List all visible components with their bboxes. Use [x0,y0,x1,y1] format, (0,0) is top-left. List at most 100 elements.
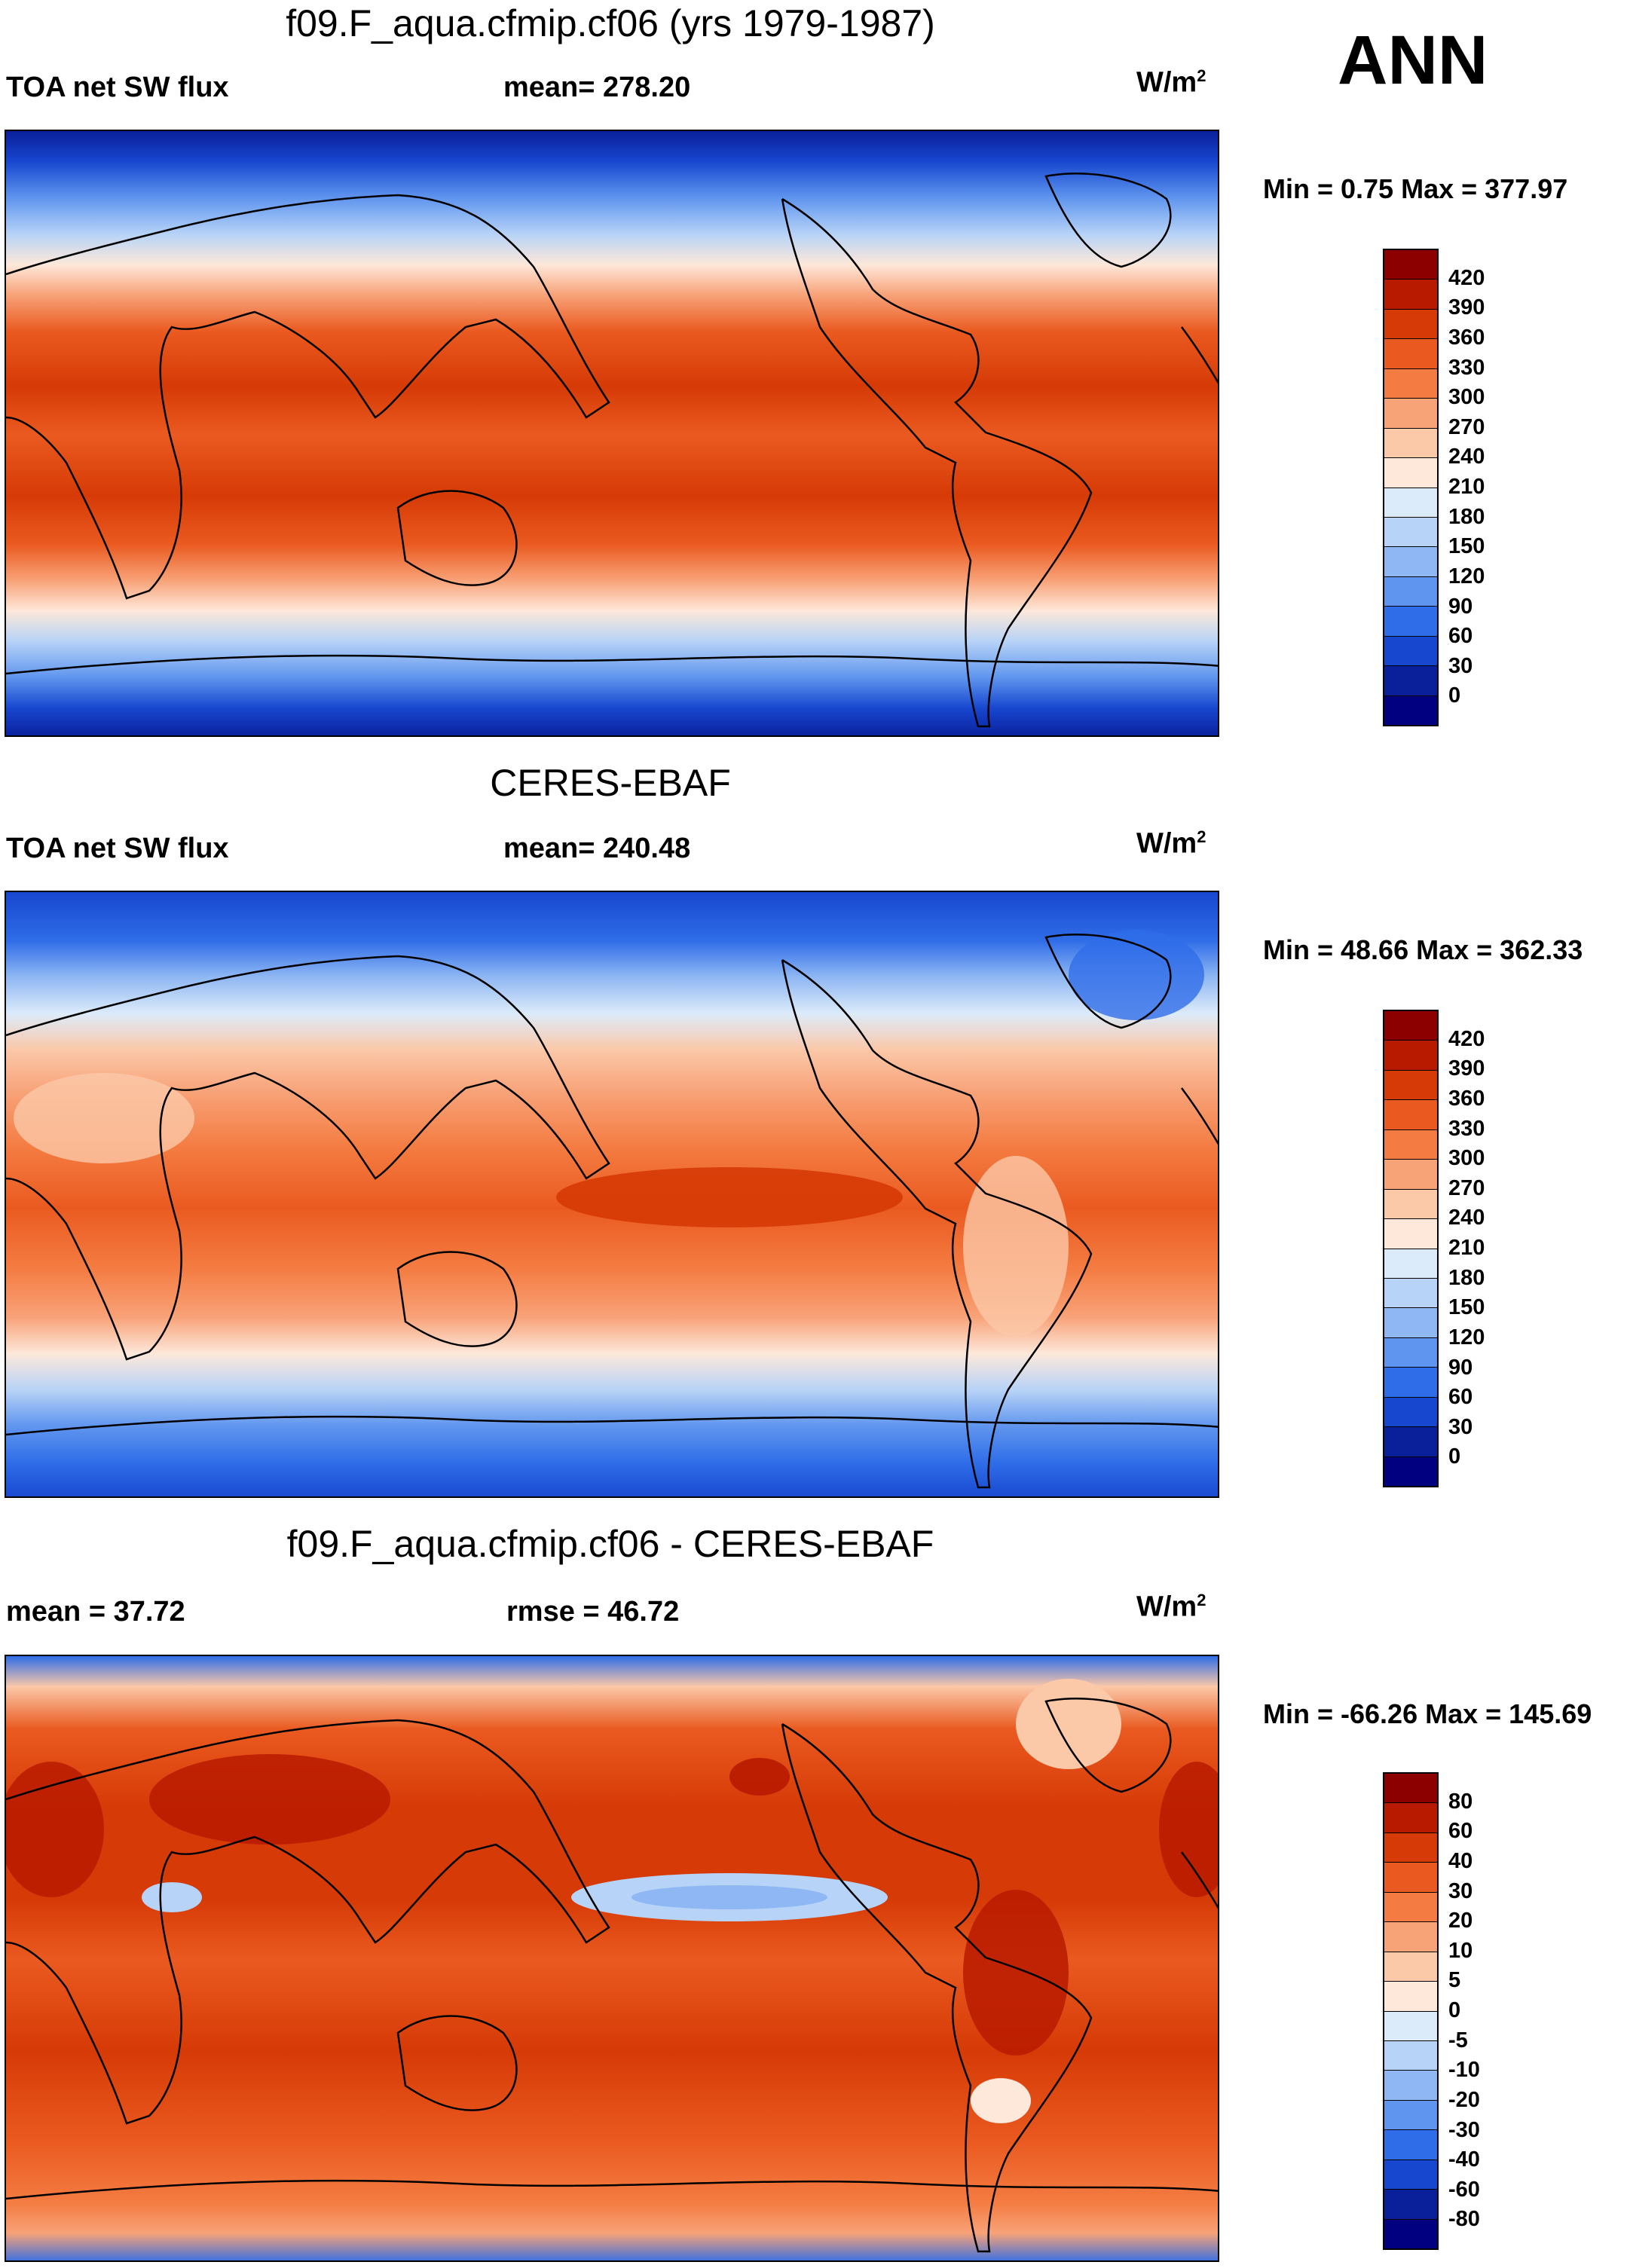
panel-2-coastlines [6,934,1218,1489]
colorbar-swatch [1384,308,1437,339]
panel-3-field-feature [1159,1762,1218,1897]
colorbar-swatch [1384,1396,1437,1427]
colorbar-tick-label: -60 [1448,2177,1480,2202]
colorbar-swatch [1384,1802,1437,1832]
colorbar-tick-label: 90 [1448,594,1473,619]
colorbar-swatch [1384,1129,1437,1160]
panel-3-colorbar-labels: 80 60 40 30 20 10 5 0 -5 -10 -20 -30 -40 -60 -80 [1448,1772,1539,2250]
colorbar-tick-label: 330 [1448,355,1485,380]
season-label: ANN [1338,22,1488,99]
colorbar-swatch [1384,576,1437,607]
panel-3-field-feature [142,1882,202,1912]
colorbar-swatch [1384,398,1437,428]
colorbar-tick-label: -5 [1448,2028,1468,2053]
panel-3-field-feature [1016,1679,1121,1769]
colorbar-swatch [1384,1099,1437,1129]
colorbar-swatch [1384,665,1437,695]
colorbar-tick-label: 270 [1448,1175,1485,1200]
colorbar-tick-label: 150 [1448,534,1485,559]
colorbar-swatch [1384,279,1437,309]
colorbar-tick-label: 60 [1448,624,1473,649]
colorbar-tick-label: 0 [1448,1444,1461,1469]
panel-3-map [5,1655,1219,2262]
panel-1-title: f09.F_aqua.cfmip.cf06 (yrs 1979-1987) [286,2,935,44]
colorbar-swatch [1384,2218,1437,2248]
colorbar-swatch [1384,516,1437,547]
colorbar-tick-label: 60 [1448,1385,1473,1410]
panel-1-units-text: W/m [1136,66,1197,99]
colorbar-tick-label: 330 [1448,1116,1485,1141]
colorbar-tick-label: 150 [1448,1295,1485,1320]
colorbar-swatch [1384,695,1437,725]
colorbar-tick-label: 390 [1448,295,1485,320]
colorbar-tick-label: 240 [1448,1206,1485,1230]
colorbar-swatch [1384,1832,1437,1863]
colorbar-tick-label: 180 [1448,1265,1485,1290]
colorbar-tick-label: 300 [1448,1146,1485,1171]
colorbar-tick-label: 120 [1448,564,1485,588]
colorbar-tick-label: 270 [1448,414,1485,439]
colorbar-tick-label: 390 [1448,1056,1485,1081]
colorbar-tick-label: 0 [1448,1998,1461,2022]
panel-2-field-feature [14,1073,194,1163]
colorbar-swatch [1384,457,1437,488]
colorbar-swatch [1384,1307,1437,1337]
panel-3-colorbar [1383,1772,1439,2250]
colorbar-swatch [1384,1891,1437,1922]
colorbar-tick-label: 420 [1448,265,1485,290]
panel-3-field-feature [6,1762,104,1897]
panel-1-units: W/m2 [1136,66,1206,99]
panel-3-mean-label: mean = 37.72 [6,1596,185,1628]
colorbar-swatch [1384,250,1437,280]
panel-3-field-feature [632,1885,827,1909]
colorbar-tick-label: -20 [1448,2087,1480,2112]
colorbar-tick-label: 0 [1448,683,1461,708]
colorbar-tick-label: 300 [1448,385,1485,410]
panel-3-rmse-label: rmse = 46.72 [506,1596,680,1628]
colorbar-tick-label: 20 [1448,1909,1473,1933]
colorbar-tick-label: -40 [1448,2147,1480,2172]
colorbar-swatch [1384,1456,1437,1486]
colorbar-tick-label: 210 [1448,1236,1485,1260]
colorbar-swatch [1384,1159,1437,1189]
colorbar-swatch [1384,1921,1437,1952]
colorbar-swatch [1384,1862,1437,1892]
panel-3-units-sup: 2 [1197,1591,1206,1609]
colorbar-swatch [1384,1951,1437,1982]
colorbar-tick-label: 90 [1448,1355,1473,1380]
colorbar-tick-label: -30 [1448,2117,1480,2142]
colorbar-tick-label: 360 [1448,1086,1485,1111]
panel-2-colorbar [1383,1010,1439,1487]
panel-2-map [5,891,1219,1498]
panel-3-field-feature [963,1890,1069,2056]
colorbar-swatch [1384,487,1437,517]
colorbar-swatch [1384,1040,1437,1070]
colorbar-swatch [1384,1774,1437,1803]
panel-3-coastlines [6,1698,1218,2253]
colorbar-tick-label: -10 [1448,2058,1480,2083]
colorbar-tick-label: 60 [1448,1819,1473,1844]
colorbar-swatch [1384,1011,1437,1041]
colorbar-tick-label: 40 [1448,1848,1473,1873]
colorbar-tick-label: -80 [1448,2207,1480,2232]
colorbar-swatch [1384,546,1437,576]
panel-2-colorbar-labels: 420 390 360 330 300 270 240 210 180 150 120 90 60 30 0 [1448,1010,1539,1487]
colorbar-tick-label: 240 [1448,445,1485,469]
panel-1-colorbar-labels: 420 390 360 330 300 270 240 210 180 150 120 90 60 30 0 [1448,249,1539,726]
colorbar-swatch [1384,606,1437,636]
panel-2-units-sup: 2 [1197,827,1206,846]
colorbar-tick-label: 180 [1448,504,1485,529]
colorbar-tick-label: 360 [1448,325,1485,350]
colorbar-swatch [1384,1188,1437,1219]
panel-2-units: W/m2 [1136,827,1206,860]
colorbar-swatch [1384,2159,1437,2190]
panel-2-field-feature [556,1167,903,1227]
panel-2-units-text: W/m [1136,827,1197,860]
panel-2-min-max: Min = 48.66 Max = 362.33 [1263,934,1583,965]
colorbar-tick-label: 10 [1448,1938,1473,1963]
colorbar-swatch [1384,1248,1437,1278]
panel-2-mean-label: mean= 240.48 [503,833,691,864]
panel-3-units: W/m2 [1136,1591,1206,1624]
panel-1-coastlines [6,173,1218,728]
panel-2-title: CERES-EBAF [490,762,731,804]
